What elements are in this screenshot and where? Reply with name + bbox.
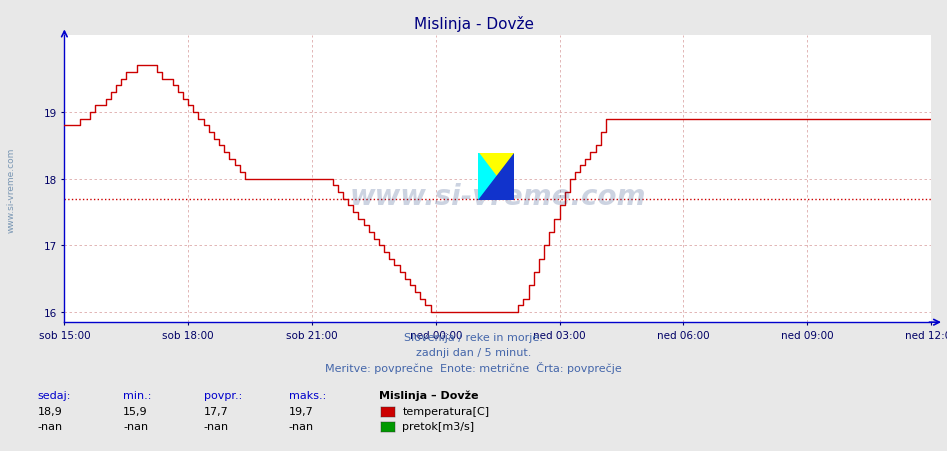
Text: www.si-vreme.com: www.si-vreme.com bbox=[7, 147, 16, 232]
Text: -nan: -nan bbox=[38, 421, 63, 431]
Text: min.:: min.: bbox=[123, 390, 152, 400]
Polygon shape bbox=[478, 153, 514, 201]
Text: temperatura[C]: temperatura[C] bbox=[402, 406, 490, 416]
Text: sedaj:: sedaj: bbox=[38, 390, 71, 400]
Text: 15,9: 15,9 bbox=[123, 406, 148, 416]
Text: povpr.:: povpr.: bbox=[204, 390, 241, 400]
Text: maks.:: maks.: bbox=[289, 390, 326, 400]
Text: -nan: -nan bbox=[289, 421, 314, 431]
Polygon shape bbox=[478, 153, 514, 201]
Text: 18,9: 18,9 bbox=[38, 406, 63, 416]
Text: www.si-vreme.com: www.si-vreme.com bbox=[349, 183, 646, 211]
Text: zadnji dan / 5 minut.: zadnji dan / 5 minut. bbox=[416, 347, 531, 357]
Text: 19,7: 19,7 bbox=[289, 406, 313, 416]
Text: Mislinja – Dovže: Mislinja – Dovže bbox=[379, 389, 478, 400]
Text: Mislinja - Dovže: Mislinja - Dovže bbox=[414, 16, 533, 32]
Text: pretok[m3/s]: pretok[m3/s] bbox=[402, 421, 474, 431]
Text: -nan: -nan bbox=[204, 421, 229, 431]
Text: -nan: -nan bbox=[123, 421, 149, 431]
Text: 17,7: 17,7 bbox=[204, 406, 228, 416]
Text: Slovenija / reke in morje.: Slovenija / reke in morje. bbox=[404, 332, 543, 342]
Polygon shape bbox=[478, 153, 514, 201]
Text: Meritve: povprečne  Enote: metrične  Črta: povprečje: Meritve: povprečne Enote: metrične Črta:… bbox=[325, 361, 622, 373]
